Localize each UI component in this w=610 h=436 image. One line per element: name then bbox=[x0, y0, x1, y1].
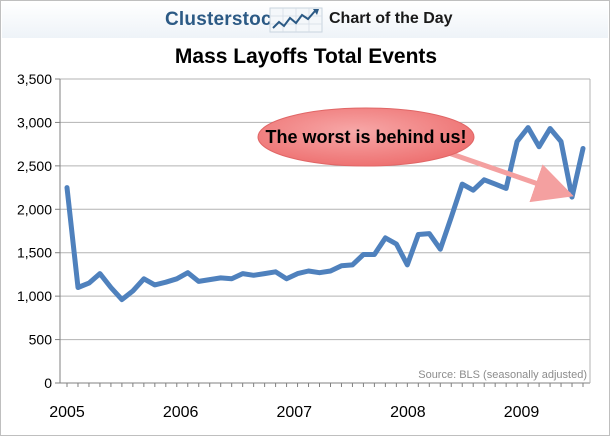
brand-name: Clusterstock bbox=[165, 9, 283, 30]
y-tick-label: 3,500 bbox=[17, 71, 52, 87]
x-tick-label: 2005 bbox=[49, 404, 85, 421]
y-tick-label: 0 bbox=[44, 375, 52, 391]
y-tick-label: 1,000 bbox=[17, 288, 52, 304]
y-tick-label: 1,500 bbox=[17, 245, 52, 261]
header-tagline: Chart of the Day bbox=[329, 10, 453, 27]
callout-bubble bbox=[257, 107, 475, 167]
x-tick-label: 2006 bbox=[163, 404, 199, 421]
x-tick-label: 2008 bbox=[390, 404, 426, 421]
chart-title: Mass Layoffs Total Events bbox=[174, 45, 438, 68]
y-tick-label: 2,000 bbox=[17, 201, 52, 217]
y-tick-label: 3,000 bbox=[17, 114, 52, 130]
callout-arrow bbox=[439, 147, 574, 203]
callout-text: The worst is behind us! bbox=[265, 127, 466, 147]
x-tick-label: 2009 bbox=[504, 404, 540, 421]
source-note: Source: BLS (seasonally adjusted) bbox=[418, 369, 587, 381]
x-tick-label: 2007 bbox=[276, 404, 312, 421]
rising-chart-logo-icon bbox=[269, 7, 323, 33]
series-line bbox=[64, 125, 586, 303]
y-tick-label: 2,500 bbox=[17, 158, 52, 174]
y-tick-label: 500 bbox=[29, 332, 53, 348]
